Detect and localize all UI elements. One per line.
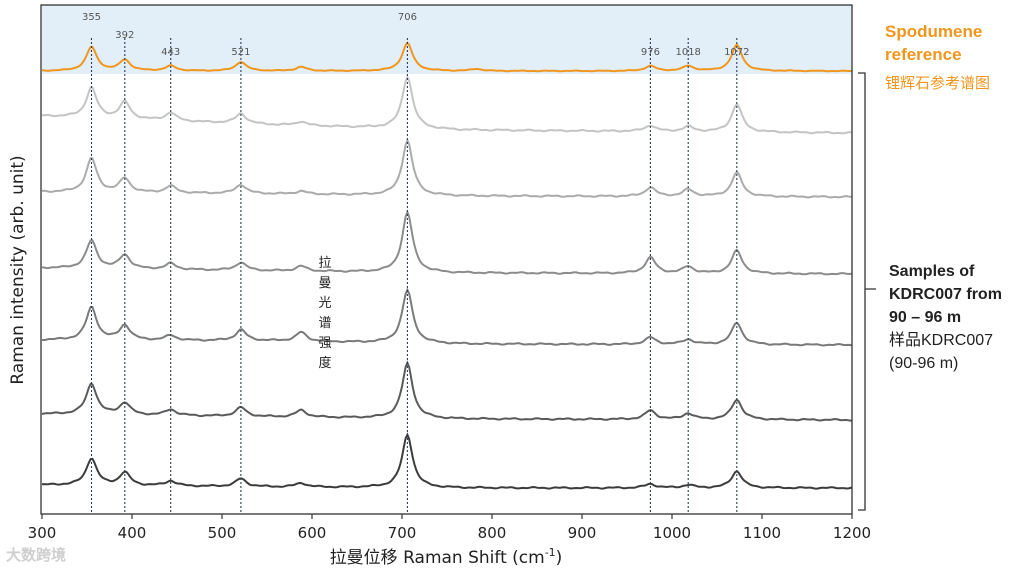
x-tick-label: 900 [568, 524, 597, 542]
watermark: 大数跨境 [6, 546, 67, 564]
spectra-group [41, 41, 853, 490]
sample-spectrum-4 [41, 287, 853, 347]
peak-label: 443 [161, 47, 180, 58]
x-tick-label: 500 [208, 524, 237, 542]
peak-label: 355 [82, 12, 101, 23]
plot-frame [40, 4, 853, 515]
sample-spectrum-3 [41, 209, 853, 276]
y-axis-title: Raman intensity (arb. unit) [8, 155, 28, 385]
sample-spectrum-1 [42, 74, 853, 135]
reference-legend: Spodumene reference [885, 20, 982, 66]
peak-markers: 355 392 443 521 706 976 1018 1072 [82, 12, 750, 512]
samples-legend-line2: KDRC007 from [889, 286, 1002, 303]
sample-spectrum-2 [41, 137, 853, 199]
x-tick-label: 400 [118, 524, 147, 542]
sample-spectrum-5 [41, 360, 853, 422]
x-axis-title: 拉曼位移 Raman Shift (cm-1) [330, 546, 563, 568]
x-tick-label: 1000 [653, 524, 691, 542]
peak-label: 976 [641, 47, 660, 58]
x-tick-label: 600 [298, 524, 327, 542]
peak-label: 521 [231, 47, 250, 58]
sample-spectrum-6 [41, 432, 853, 490]
x-tick-label: 700 [388, 524, 417, 542]
samples-legend: Samples of KDRC007 from 90 – 96 m 样品KDRC… [889, 260, 1002, 375]
x-tick-label: 800 [478, 524, 507, 542]
peak-label: 392 [115, 30, 134, 41]
x-tick-label: 300 [28, 524, 57, 542]
y-axis-title-cn: 拉曼光谱强度 [318, 256, 332, 371]
x-tick-label: 1100 [743, 524, 781, 542]
samples-legend-line1: Samples of [889, 263, 975, 280]
reference-band [42, 5, 852, 74]
samples-legend-line3: 90 – 96 m [889, 309, 962, 326]
reference-spectrum [41, 41, 852, 73]
reference-legend-line1: Spodumene [885, 22, 983, 41]
x-axis: 300 400 500 600 700 800 900 1000 1100 1200 [28, 514, 871, 542]
reference-legend-cn: 锂辉石参考谱图 [885, 74, 991, 92]
samples-bracket [858, 72, 876, 511]
peak-label: 1018 [675, 47, 700, 58]
peak-label: 706 [398, 12, 417, 23]
peak-label: 1072 [724, 47, 749, 58]
samples-legend-line5: (90-96 m) [889, 355, 959, 372]
reference-legend-line2: reference [885, 45, 962, 64]
x-tick-label: 1200 [833, 524, 871, 542]
samples-legend-line4: 样品KDRC007 [889, 332, 994, 349]
